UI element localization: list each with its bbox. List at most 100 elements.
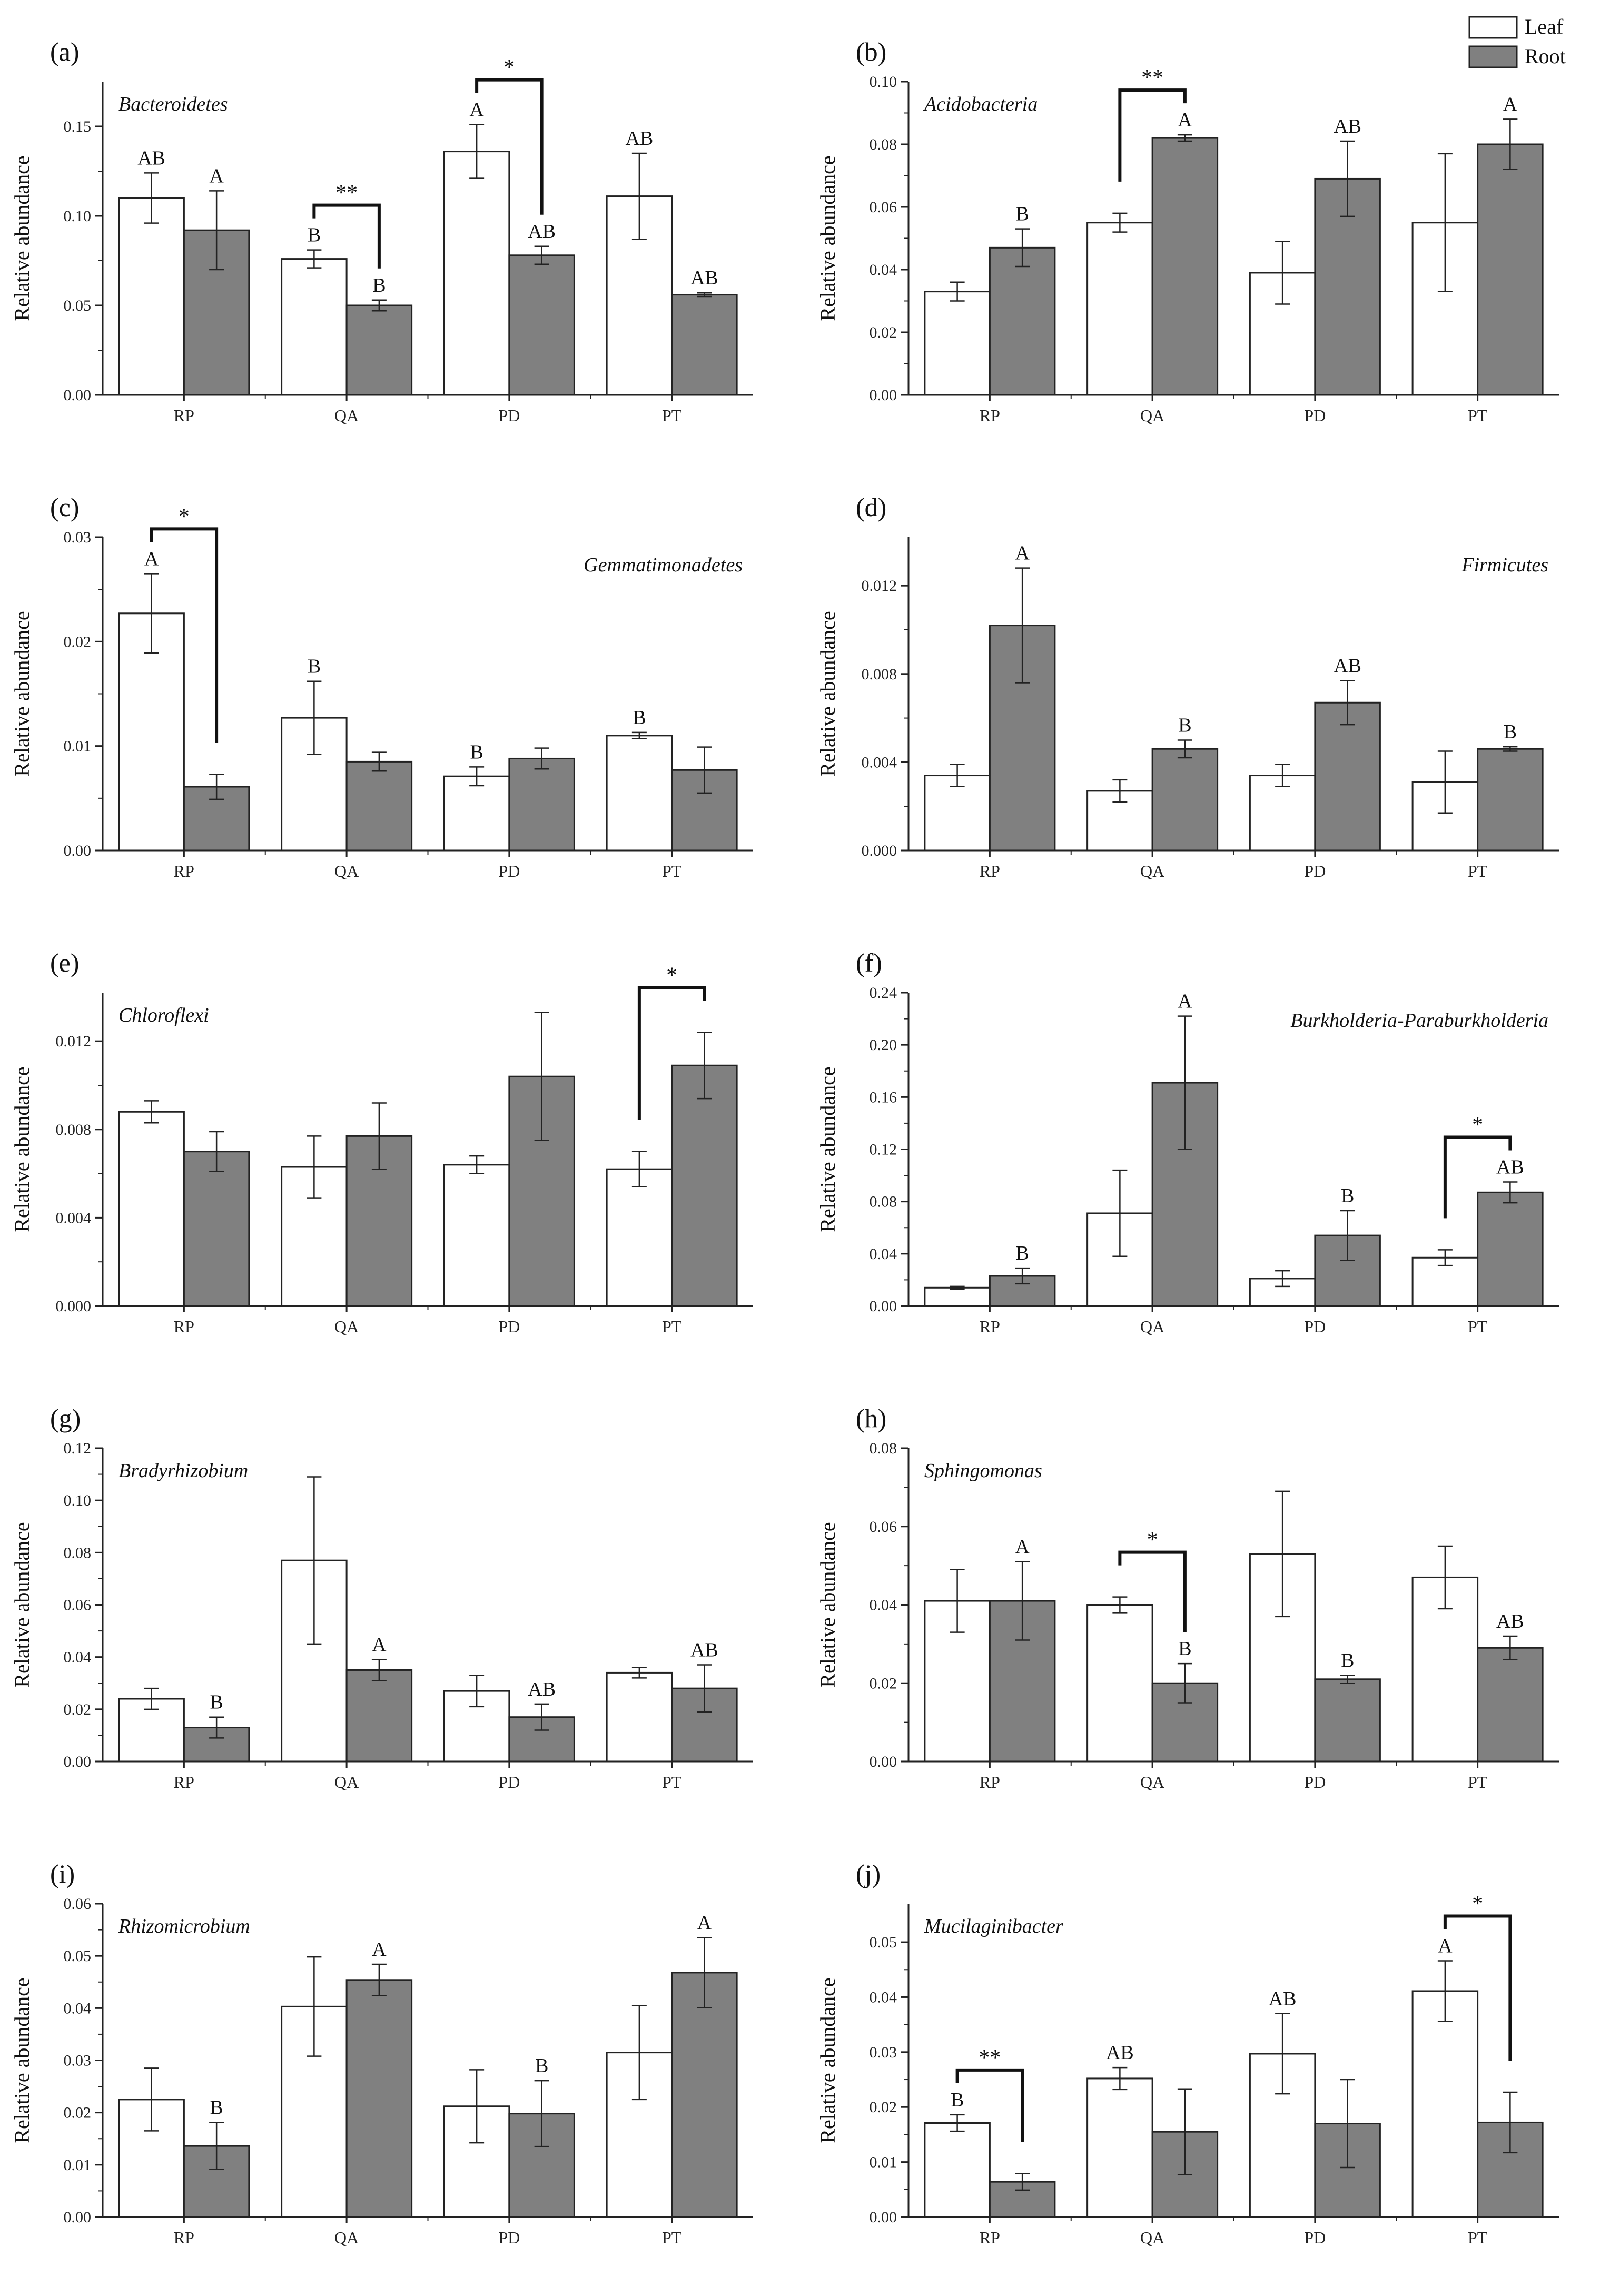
x-tick-label: PD (498, 862, 520, 880)
panel-letter: (f) (856, 948, 882, 977)
y-tick-label: 0.00 (64, 2209, 92, 2226)
significance-letter: A (372, 1938, 387, 1961)
taxon-title: Gemmatimonadetes (584, 554, 743, 576)
significance-star: ** (335, 181, 358, 205)
significance-letter: B (633, 707, 646, 729)
y-tick-label: 0.04 (64, 2000, 92, 2017)
significance-letter: B (1504, 721, 1517, 743)
x-tick-label: QA (334, 2228, 359, 2247)
chart-panel-j: (j) 0.00 0.01 0.02 0.03 0.04 0.05 Relative abun… (816, 1859, 1559, 2247)
x-tick-label: PT (662, 2228, 682, 2247)
y-axis-label: Relative abundance (816, 155, 839, 321)
significance-letter: B (210, 1691, 223, 1714)
y-axis-label: Relative abundance (816, 1066, 839, 1232)
x-tick-label: PD (1304, 1317, 1326, 1336)
x-tick-label: RP (174, 1317, 194, 1336)
x-tick-label: QA (1140, 2228, 1164, 2247)
panel-letter: (j) (856, 1859, 881, 1888)
y-tick-label: 0.00 (870, 1753, 897, 1770)
significance-letter: AB (528, 221, 556, 243)
taxon-title: Mucilaginibacter (924, 1915, 1063, 1937)
significance-letter: B (1341, 1649, 1354, 1671)
leaf-bar (606, 735, 673, 852)
significance-letter: AB (1106, 2042, 1134, 2064)
x-tick-label: PT (662, 1773, 682, 1792)
y-tick-label: 0.08 (870, 1440, 897, 1457)
significance-letter: B (535, 2055, 548, 2077)
root-bar (345, 304, 413, 396)
y-tick-label: 0.00 (64, 1753, 92, 1770)
y-tick-label: 0.008 (56, 1121, 92, 1139)
significance-bracket (1118, 1550, 1187, 1632)
y-tick-label: 0.03 (64, 529, 92, 546)
y-tick-label: 0.04 (64, 1649, 92, 1666)
panel-letter: (h) (856, 1403, 886, 1433)
root-bar (671, 1972, 738, 2218)
significance-letter: B (372, 274, 386, 296)
x-tick-label: QA (1140, 1317, 1164, 1336)
chart-panel-d: (d) 0.000 0.004 0.008 0.012 Relative abundanc… (816, 492, 1559, 880)
significance-bracket (637, 986, 706, 1120)
leaf-bar (118, 197, 185, 396)
leaf-bar (118, 1111, 185, 1307)
significance-letter: B (308, 224, 321, 246)
leaf-bar (443, 775, 510, 852)
x-tick-label: QA (1140, 406, 1164, 425)
x-tick-label: PD (498, 2228, 520, 2247)
root-bar (1477, 1191, 1544, 1307)
y-axis-label: Relative abundance (10, 1066, 34, 1232)
significance-letter: A (697, 1912, 712, 1934)
y-axis-label: Relative abundance (10, 155, 34, 321)
significance-letter: AB (1269, 1988, 1297, 2010)
significance-letter: A (209, 165, 224, 187)
significance-letter: A (1015, 542, 1030, 565)
chart-panel-i: (i) 0.00 0.01 0.02 0.03 0.04 0.05 0.06 Relative … (10, 1859, 753, 2247)
significance-letter: AB (625, 127, 653, 150)
y-tick-label: 0.04 (870, 261, 897, 279)
significance-letter: A (1438, 1935, 1453, 1957)
significance-star: * (1147, 1528, 1158, 1552)
y-tick-label: 0.02 (870, 2099, 897, 2116)
y-tick-label: 0.00 (64, 842, 92, 859)
panel-letter: (d) (856, 492, 886, 522)
y-tick-label: 0.05 (870, 1934, 897, 1951)
significance-letter: A (1178, 991, 1192, 1013)
x-tick-label: RP (174, 1773, 194, 1792)
y-tick-label: 0.02 (870, 1675, 897, 1692)
y-tick-label: 0.03 (870, 2044, 897, 2061)
leaf-bar (924, 775, 991, 852)
y-tick-label: 0.10 (870, 73, 897, 91)
taxon-title: Rhizomicrobium (118, 1915, 250, 1937)
y-tick-label: 0.06 (64, 1597, 92, 1614)
taxon-title: Bacteroidetes (118, 93, 228, 115)
y-tick-label: 0.08 (870, 1193, 897, 1211)
significance-star: * (1472, 1113, 1483, 1137)
significance-letter: A (1015, 1536, 1030, 1558)
x-tick-label: QA (334, 406, 359, 425)
y-tick-label: 0.000 (56, 1298, 92, 1315)
significance-letter: A (469, 99, 484, 121)
significance-letter: B (210, 2097, 223, 2119)
chart-panel-f: (f) 0.00 0.04 0.08 0.12 0.16 0.20 0.24 Relative … (816, 948, 1559, 1336)
y-tick-label: 0.02 (64, 2104, 92, 2122)
y-tick-label: 0.05 (64, 1947, 92, 1965)
x-tick-label: PT (1468, 1773, 1488, 1792)
leaf-bar (924, 1286, 991, 1307)
x-tick-label: QA (334, 1317, 359, 1336)
y-tick-label: 0.01 (64, 738, 92, 755)
y-axis-label: Relative abundance (10, 1522, 34, 1687)
x-tick-label: PD (498, 1317, 520, 1336)
panel-letter: (b) (856, 37, 886, 66)
significance-letter: A (1503, 93, 1518, 115)
significance-star: * (503, 56, 515, 80)
taxon-title: Sphingomonas (924, 1460, 1042, 1482)
significance-letter: AB (528, 1678, 556, 1700)
leaf-bar (1086, 1604, 1153, 1763)
y-tick-label: 0.08 (870, 136, 897, 153)
panel-letter: (g) (50, 1403, 81, 1433)
x-tick-label: RP (174, 862, 194, 880)
x-tick-label: PT (1468, 1317, 1488, 1336)
x-tick-label: PT (662, 862, 682, 880)
root-bar (671, 1064, 738, 1307)
